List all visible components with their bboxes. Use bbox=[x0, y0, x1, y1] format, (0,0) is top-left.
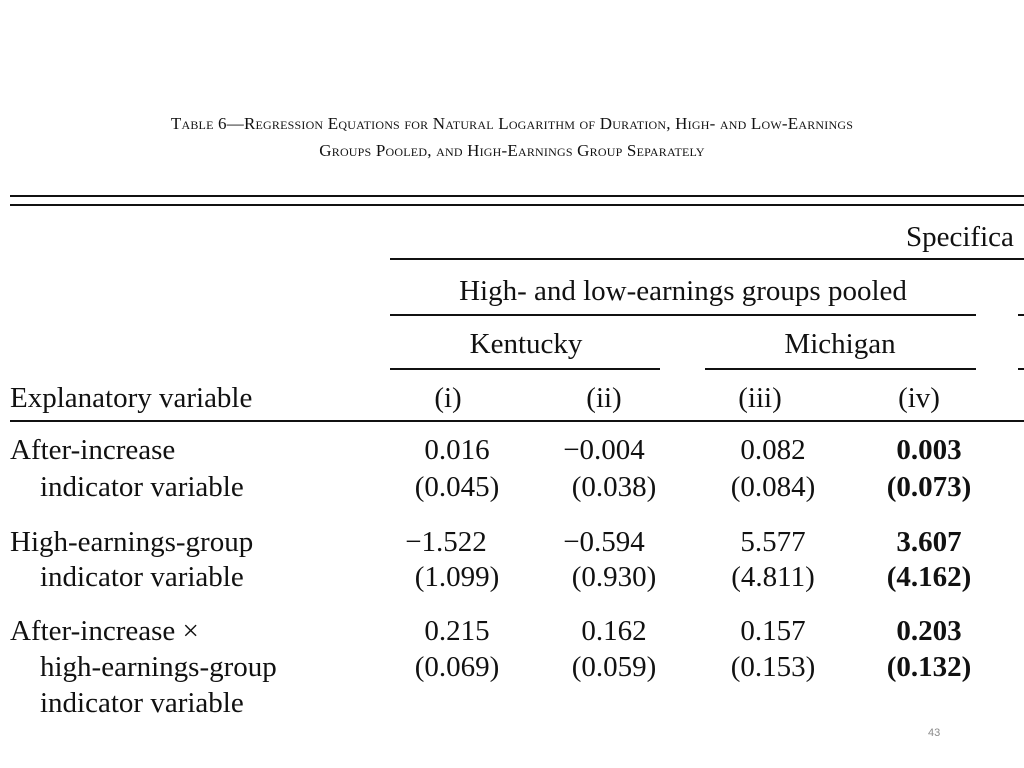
row-3-label-line-2: high-earnings-group bbox=[40, 651, 277, 683]
row-3-label-line-3: indicator variable bbox=[40, 687, 244, 719]
column-header-iii: (iii) bbox=[738, 382, 782, 414]
column-header-iv: (iv) bbox=[898, 382, 940, 414]
rule-kentucky bbox=[390, 368, 660, 370]
table-caption-line-2: Groups Pooled, and High-Earnings Group S… bbox=[319, 141, 705, 160]
row-3-coef-iv: 0.203 bbox=[896, 615, 962, 647]
row-2-label-line-2: indicator variable bbox=[40, 561, 244, 593]
top-rule-thin bbox=[10, 204, 1024, 206]
row-3-se-i: (0.069) bbox=[414, 651, 500, 683]
header-group-pooled: High- and low-earnings groups pooled bbox=[459, 275, 907, 307]
header-kentucky: Kentucky bbox=[469, 328, 583, 360]
header-michigan: Michigan bbox=[784, 328, 896, 360]
top-rule-thick bbox=[10, 195, 1024, 197]
row-2-coef-ii: −0.594 bbox=[563, 526, 645, 558]
row-1-se-iii: (0.084) bbox=[730, 471, 816, 503]
row-3-coef-ii: 0.162 bbox=[581, 615, 647, 647]
row-3-coef-iii: 0.157 bbox=[740, 615, 806, 647]
row-1-coef-ii: −0.004 bbox=[563, 434, 645, 466]
row-1-label-line-2: indicator variable bbox=[40, 471, 244, 503]
row-3-se-ii: (0.059) bbox=[571, 651, 657, 683]
page-number: 43 bbox=[928, 727, 941, 739]
row-1-coef-iv: 0.003 bbox=[896, 434, 962, 466]
header-specification: Specifica bbox=[906, 221, 1014, 253]
row-2-coef-iii: 5.577 bbox=[740, 526, 806, 558]
row-1-coef-iii: 0.082 bbox=[740, 434, 806, 466]
row-3-se-iv: (0.132) bbox=[886, 651, 972, 683]
row-2-label-line-1: High-earnings-group bbox=[10, 526, 254, 558]
row-1-se-i: (0.045) bbox=[414, 471, 500, 503]
row-2-se-iv: (4.162) bbox=[886, 561, 972, 593]
rule-group-pooled bbox=[390, 314, 976, 316]
row-1-se-iv: (0.073) bbox=[886, 471, 972, 503]
rule-next-state bbox=[1018, 368, 1024, 370]
header-bottom-rule bbox=[10, 420, 1024, 422]
rule-michigan bbox=[705, 368, 976, 370]
row-2-se-ii: (0.930) bbox=[571, 561, 657, 593]
row-1-coef-i: 0.016 bbox=[424, 434, 490, 466]
header-explanatory-variable: Explanatory variable bbox=[10, 382, 253, 414]
row-1-se-ii: (0.038) bbox=[571, 471, 657, 503]
row-3-coef-i: 0.215 bbox=[424, 615, 490, 647]
row-1-label-line-1: After-increase bbox=[10, 434, 176, 466]
row-3-se-iii: (0.153) bbox=[730, 651, 816, 683]
column-header-ii: (ii) bbox=[586, 382, 622, 414]
row-2-se-iii: (4.811) bbox=[731, 561, 815, 593]
rule-specification bbox=[390, 258, 1024, 260]
row-2-coef-i: −1.522 bbox=[405, 526, 487, 558]
row-2-coef-iv: 3.607 bbox=[896, 526, 962, 558]
table-caption-line-1: Table 6—Regression Equations for Natural… bbox=[170, 114, 854, 133]
column-header-i: (i) bbox=[434, 382, 462, 414]
row-3-label-line-1: After-increase × bbox=[10, 615, 199, 647]
row-2-se-i: (1.099) bbox=[414, 561, 500, 593]
rule-group-next bbox=[1018, 314, 1024, 316]
